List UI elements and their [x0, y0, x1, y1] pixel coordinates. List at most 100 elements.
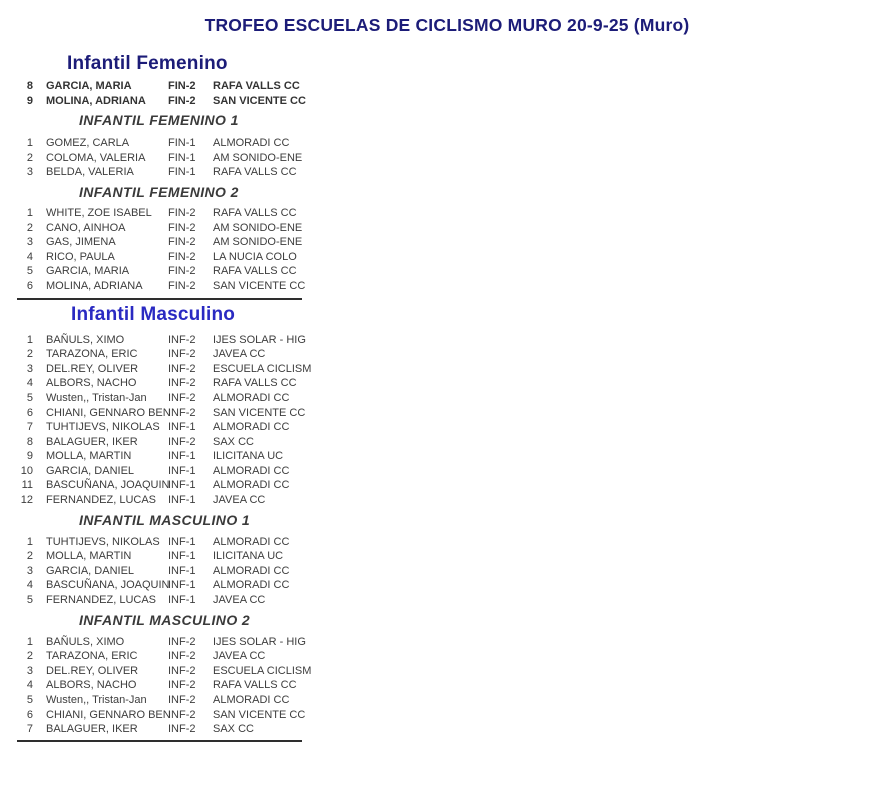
result-row: 8 GARCIA, MARIA FIN-2 RAFA VALLS CC	[0, 79, 894, 94]
rider-club: ALMORADI CC	[213, 564, 290, 577]
rider-category: FIN-2	[168, 206, 196, 219]
rider-position: 10	[20, 464, 33, 477]
rider-name: MOLLA, MARTIN	[46, 450, 132, 463]
rider-club: ESCUELA CICLISM	[213, 362, 312, 375]
rider-club: SAN VICENTE CC	[213, 94, 306, 107]
rider-position: 2	[26, 151, 33, 164]
result-row: 12 FERNANDEZ, LUCAS INF-1 JAVEA CC	[0, 493, 894, 508]
rider-position: 5	[26, 391, 33, 404]
rider-category: INF-2	[168, 435, 196, 448]
rider-position: 5	[26, 594, 33, 607]
rider-name: FERNANDEZ, LUCAS	[46, 594, 157, 607]
rider-position: 4	[26, 579, 33, 592]
rider-position: 3	[26, 166, 33, 179]
result-row: 4 ALBORS, NACHO INF-2 RAFA VALLS CC	[0, 376, 894, 391]
rider-club: JAVEA CC	[213, 650, 266, 663]
rider-club: ALMORADI CC	[213, 464, 290, 477]
rider-club: RAFA VALLS CC	[213, 265, 297, 278]
result-row: 4 ALBORS, NACHO INF-2 RAFA VALLS CC	[0, 678, 894, 693]
rider-position: 9	[26, 94, 33, 107]
result-row: 6 CHIANI, GENNARO BEN INF-2 SAN VICENTE …	[0, 406, 894, 421]
result-row: 3 BELDA, VALERIA FIN-1 RAFA VALLS CC	[0, 165, 894, 180]
rider-name: TARAZONA, ERIC	[46, 348, 138, 361]
result-row: 2 COLOMA, VALERIA FIN-1 AM SONIDO-ENE	[0, 151, 894, 166]
result-row: 3 GARCIA, DANIEL INF-1 ALMORADI CC	[0, 564, 894, 579]
rider-club: RAFA VALLS CC	[213, 206, 297, 219]
rider-position: 7	[26, 421, 33, 434]
rider-position: 3	[26, 236, 33, 249]
rider-name: BALAGUER, IKER	[46, 435, 138, 448]
rider-category: INF-1	[168, 550, 196, 563]
result-row: 4 BASCUÑANA, JOAQUIN INF-1 ALMORADI CC	[0, 578, 894, 593]
rider-position: 4	[26, 679, 33, 692]
rider-club: ILICITANA UC	[213, 550, 284, 563]
rider-position: 8	[26, 80, 33, 92]
rider-position: 6	[26, 708, 33, 721]
result-row: 1 WHITE, ZOE ISABEL FIN-2 RAFA VALLS CC	[0, 206, 894, 221]
rider-name: RICO, PAULA	[46, 250, 115, 263]
rider-name: BAÑULS, XIMO	[46, 635, 125, 648]
rider-category: INF-1	[168, 479, 196, 492]
rider-category: FIN-2	[168, 250, 196, 263]
rider-category: FIN-2	[168, 221, 196, 234]
femenino-overall-rows: 8 GARCIA, MARIA FIN-2 RAFA VALLS CC 9 MO…	[0, 79, 894, 108]
rider-club: AM SONIDO-ENE	[213, 236, 303, 249]
rider-position: 5	[26, 694, 33, 706]
rider-category: INF-1	[168, 494, 196, 507]
rider-name: DEL.REY, OLIVER	[46, 664, 139, 677]
femenino-1-rows: 1 GOMEZ, CARLA FIN-1 ALMORADI CC 2 COLOM…	[0, 136, 894, 180]
section-heading-masculino: Infantil Masculino	[71, 303, 236, 325]
rider-position: 2	[26, 348, 33, 361]
result-row: 9 MOLINA, ADRIANA FIN-2 SAN VICENTE CC	[0, 94, 894, 109]
result-row: 1 BAÑULS, XIMO INF-2 IJES SOLAR - HIG	[0, 333, 894, 348]
rider-category: INF-2	[168, 679, 196, 692]
rider-position: 1	[26, 333, 33, 346]
rider-club: ESCUELA CICLISM	[213, 664, 312, 677]
masculino-overall-rows: 1 BAÑULS, XIMO INF-2 IJES SOLAR - HIG 2 …	[0, 333, 894, 508]
rider-name: CHIANI, GENNARO BEN	[46, 406, 171, 419]
rider-name: ALBORS, NACHO	[46, 679, 137, 692]
subsection-heading-femenino-1: INFANTIL FEMENINO 1	[79, 112, 239, 129]
rider-club: ALMORADI CC	[213, 421, 290, 434]
rider-name: BASCUÑANA, JOAQUIN	[46, 479, 170, 492]
rider-category: INF-1	[168, 594, 196, 607]
subsection-heading-masculino-2: INFANTIL MASCULINO 2	[79, 611, 251, 628]
section-infantil-masculino: Infantil Masculino 1 BAÑULS, XIMO INF-2 …	[0, 302, 894, 742]
result-row: 3 GAS, JIMENA FIN-2 AM SONIDO-ENE	[0, 235, 894, 250]
rider-club: SAN VICENTE CC	[213, 708, 306, 721]
rider-name: GARCIA, MARIA	[46, 265, 130, 278]
rider-club: SAX CC	[213, 723, 254, 736]
femenino-2-rows: 1 WHITE, ZOE ISABEL FIN-2 RAFA VALLS CC …	[0, 206, 894, 294]
rider-category: INF-2	[168, 635, 196, 648]
rider-club: ALMORADI CC	[213, 579, 290, 592]
rider-category: INF-2	[168, 694, 196, 706]
rider-position: 3	[26, 564, 33, 577]
rider-club: ALMORADI CC	[213, 479, 290, 492]
rider-name: DEL.REY, OLIVER	[46, 362, 139, 375]
rider-category: INF-1	[168, 464, 196, 477]
rider-club: JAVEA CC	[213, 594, 266, 607]
result-row: 3 DEL.REY, OLIVER INF-2 ESCUELA CICLISM	[0, 362, 894, 377]
rider-club: RAFA VALLS CC	[213, 679, 297, 692]
rider-position: 4	[26, 377, 33, 390]
rider-club: ILICITANA UC	[213, 450, 284, 463]
rider-category: FIN-2	[168, 279, 196, 292]
rider-position: 1	[26, 137, 33, 150]
rider-position: 1	[26, 535, 33, 548]
result-row: 8 BALAGUER, IKER INF-2 SAX CC	[0, 435, 894, 450]
rider-club: JAVEA CC	[213, 494, 266, 507]
rider-club: ALMORADI CC	[213, 391, 290, 404]
rider-position: 2	[26, 221, 33, 234]
rider-name: BALAGUER, IKER	[46, 723, 138, 736]
section-heading-femenino: Infantil Femenino	[67, 53, 228, 74]
rider-category: FIN-1	[168, 151, 196, 164]
rider-category: FIN-2	[168, 94, 196, 107]
rider-name: GARCIA, MARIA	[46, 80, 132, 92]
rider-name: TUHTIJEVS, NIKOLAS	[46, 535, 160, 548]
rider-name: GARCIA, DANIEL	[46, 464, 135, 477]
rider-name: BAÑULS, XIMO	[46, 333, 125, 346]
rider-category: INF-1	[168, 564, 196, 577]
result-row: 1 GOMEZ, CARLA FIN-1 ALMORADI CC	[0, 136, 894, 151]
result-row: 2 TARAZONA, ERIC INF-2 JAVEA CC	[0, 649, 894, 664]
rider-club: ALMORADI CC	[213, 694, 290, 706]
